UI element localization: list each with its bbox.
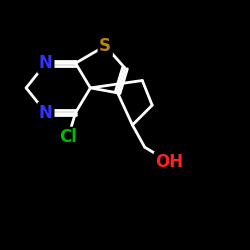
Text: N: N — [39, 104, 53, 122]
Text: Cl: Cl — [59, 128, 77, 146]
Text: N: N — [39, 54, 53, 72]
Text: OH: OH — [156, 153, 184, 171]
Text: S: S — [99, 37, 111, 55]
